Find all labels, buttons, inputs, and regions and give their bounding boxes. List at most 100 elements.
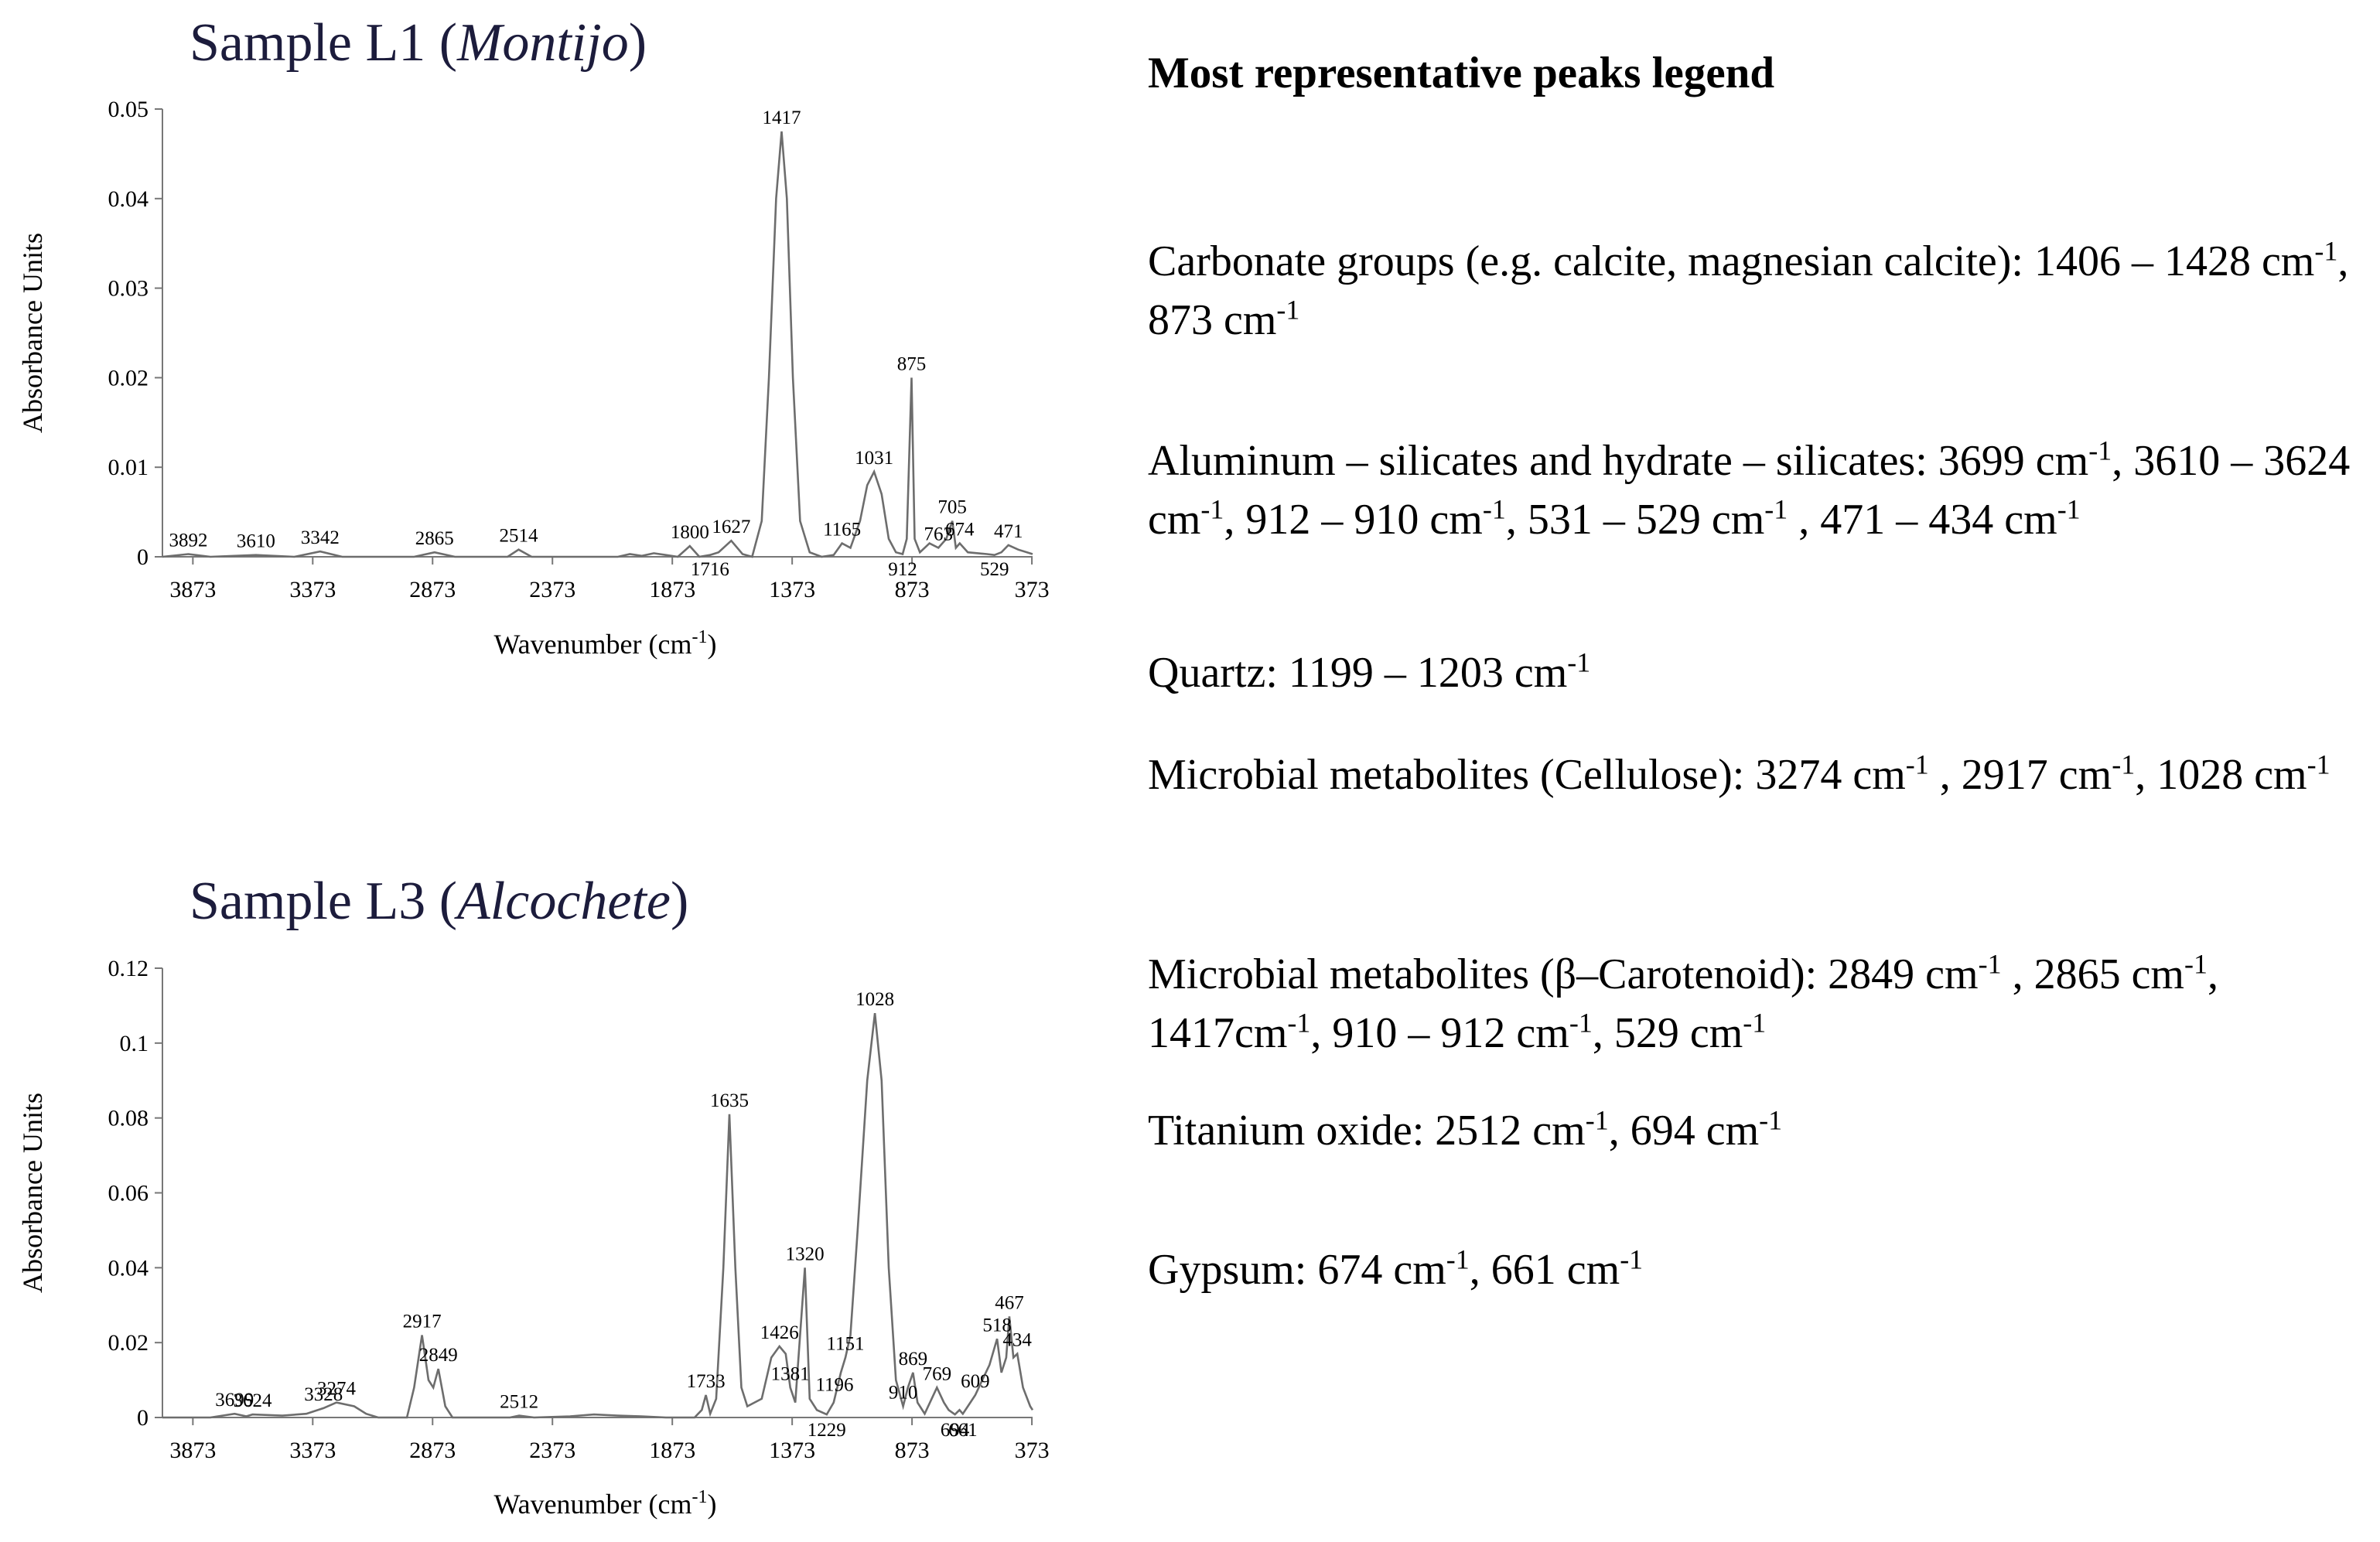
x-axis-label: Wavenumber (cm-1) <box>494 627 717 660</box>
legend-item: Gypsum: 674 cm-1, 661 cm-1 <box>1148 1240 2374 1299</box>
x-tick-label: 2373 <box>529 577 575 602</box>
y-tick-label: 0.06 <box>108 1181 149 1206</box>
peak-label: 1635 <box>710 1090 749 1111</box>
x-tick-label: 873 <box>895 577 930 602</box>
legend-item: Aluminum – silicates and hydrate – silic… <box>1148 432 2374 549</box>
peak-label: 875 <box>897 353 927 374</box>
x-label-part: Wavenumber (cm <box>494 1489 692 1520</box>
x-tick-label: 3373 <box>289 1438 336 1463</box>
superscript: -1 <box>2057 493 2081 525</box>
legend-text: Gypsum: 674 cm <box>1148 1246 1446 1294</box>
peak-label-below: 661 <box>948 1420 978 1441</box>
title-part: ) <box>671 872 688 931</box>
peak-label: 518 <box>982 1315 1012 1336</box>
peak-label: 3328 <box>304 1384 343 1405</box>
y-tick-label: 0.04 <box>108 186 149 212</box>
superscript: -1 <box>1978 948 2002 980</box>
x-tick-label: 2373 <box>529 1438 575 1463</box>
peak-label: 2865 <box>415 528 454 549</box>
peak-label: 1151 <box>826 1334 864 1355</box>
legend-text: Microbial metabolites (β–Carotenoid): 28… <box>1148 950 1979 998</box>
title-part: Sample L1 ( <box>190 13 457 73</box>
peak-label: 3342 <box>301 527 340 548</box>
peak-label: 1165 <box>823 520 861 541</box>
legend-text: , 661 cm <box>1469 1246 1620 1294</box>
y-tick-label: 0.04 <box>108 1255 149 1281</box>
superscript: -1 <box>1759 1104 1783 1136</box>
chart-title: Sample L1 (Montijo) <box>190 13 647 73</box>
spectrum-line <box>162 131 1033 558</box>
y-tick-label: 0.1 <box>120 1031 149 1056</box>
peak-label-below: 1716 <box>691 559 729 580</box>
legend-text: , 471 – 434 cm <box>1788 496 2057 544</box>
y-tick-label: 0 <box>137 1405 149 1431</box>
legend-text: , 529 cm <box>1592 1009 1743 1057</box>
x-tick-label: 3873 <box>169 577 216 602</box>
peak-label: 1031 <box>855 448 893 469</box>
legend-text: , 2917 cm <box>1928 751 2112 799</box>
peak-label: 2917 <box>403 1311 442 1332</box>
x-label-part: ) <box>708 1489 717 1520</box>
peak-label: 2512 <box>500 1392 538 1413</box>
superscript: -1 <box>2314 235 2338 267</box>
x-tick-label: 1873 <box>649 1438 695 1463</box>
y-axis-label: Absorbance Units <box>17 1093 48 1293</box>
x-tick-label: 373 <box>1015 1438 1050 1463</box>
x-tick-label: 373 <box>1015 577 1050 602</box>
y-tick-label: 0.05 <box>108 97 149 122</box>
legend-text: Carbonate groups (e.g. calcite, magnesia… <box>1148 237 2315 285</box>
superscript: -1 <box>1276 294 1300 326</box>
x-label-part: -1 <box>692 627 708 647</box>
superscript: -1 <box>1567 646 1591 678</box>
x-tick-label: 2873 <box>409 577 456 602</box>
y-tick-label: 0.03 <box>108 276 149 302</box>
peak-label: 1320 <box>786 1243 825 1264</box>
superscript: -1 <box>1569 1007 1593 1039</box>
x-label-part: Wavenumber (cm <box>494 629 692 660</box>
legend-item: Quartz: 1199 – 1203 cm-1 <box>1148 643 2374 702</box>
legend-text: , 910 – 912 cm <box>1310 1009 1569 1057</box>
peak-label: 2514 <box>500 526 539 547</box>
peak-label: 1381 <box>771 1363 810 1384</box>
peak-label: 1426 <box>760 1322 799 1343</box>
legend-text: Titanium oxide: 2512 cm <box>1148 1107 1586 1155</box>
legend-item: Microbial metabolites (Cellulose): 3274 … <box>1148 745 2374 804</box>
peak-label: 471 <box>994 521 1023 542</box>
spectrum-line <box>162 1012 1034 1419</box>
y-tick-label: 0.12 <box>108 956 149 981</box>
title-part: Sample L3 ( <box>190 872 457 931</box>
superscript: -1 <box>2307 749 2330 780</box>
y-tick-label: 0.02 <box>108 1330 149 1356</box>
x-tick-label: 1373 <box>769 577 815 602</box>
peak-label: 3699 <box>215 1390 254 1411</box>
title-part: Montijo <box>456 13 629 73</box>
superscript: -1 <box>2088 435 2112 466</box>
superscript: -1 <box>1446 1243 1470 1275</box>
legend-text: , 2865 cm <box>2001 950 2184 998</box>
superscript: -1 <box>2184 948 2208 980</box>
peak-label: 2849 <box>419 1345 458 1366</box>
x-tick-label: 873 <box>895 1438 930 1463</box>
legend-text: Quartz: 1199 – 1203 cm <box>1148 649 1568 697</box>
peak-label-below: 912 <box>888 559 917 580</box>
superscript: -1 <box>1764 493 1788 525</box>
peak-label: 1417 <box>763 107 801 128</box>
y-tick-label: 0.02 <box>108 365 149 391</box>
legend-text: Aluminum – silicates and hydrate – silic… <box>1148 437 2089 485</box>
superscript: -1 <box>1620 1243 1644 1275</box>
legend-item: Carbonate groups (e.g. calcite, magnesia… <box>1148 232 2374 350</box>
legend-text: , 912 – 910 cm <box>1224 496 1483 544</box>
peak-label: 910 <box>889 1382 918 1403</box>
peak-label: 1627 <box>712 517 750 537</box>
x-tick-label: 3373 <box>289 577 336 602</box>
x-label-part: ) <box>708 629 717 660</box>
superscript: -1 <box>1287 1007 1311 1039</box>
legend-text: , 1417cm <box>1148 950 2218 1057</box>
peak-label: 1800 <box>671 522 709 543</box>
superscript: -1 <box>2112 749 2136 780</box>
legend-text: , 531 – 529 cm <box>1505 496 1765 544</box>
x-axis-label: Wavenumber (cm-1) <box>494 1487 717 1520</box>
peak-label: 3274 <box>317 1379 357 1400</box>
